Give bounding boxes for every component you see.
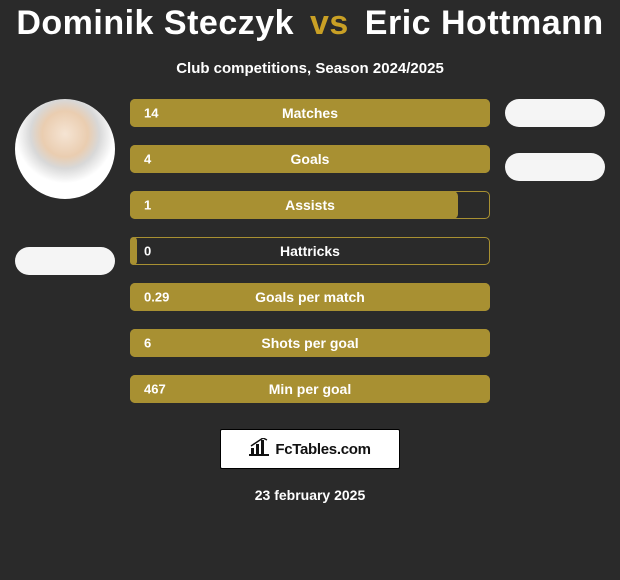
stat-value-left: 467	[144, 382, 166, 397]
stat-value-left: 14	[144, 106, 158, 121]
main-row: 14 Matches 4 Goals 1 Assists 0 Hattricks	[0, 99, 620, 403]
stat-value-left: 4	[144, 152, 151, 167]
stats-bars: 14 Matches 4 Goals 1 Assists 0 Hattricks	[130, 99, 490, 403]
date-label: 23 february 2025	[255, 487, 366, 503]
right-column	[500, 99, 610, 181]
comparison-card: Dominik Steczyk vs Eric Hottmann Club co…	[0, 0, 620, 580]
stat-row-matches: 14 Matches	[130, 99, 490, 127]
stat-label: Matches	[282, 105, 338, 121]
stat-row-mpg: 467 Min per goal	[130, 375, 490, 403]
stat-row-goals: 4 Goals	[130, 145, 490, 173]
stat-label: Goals	[291, 151, 330, 167]
stat-row-assists: 1 Assists	[130, 191, 490, 219]
stat-label: Min per goal	[269, 381, 351, 397]
stat-label: Assists	[285, 197, 335, 213]
site-badge[interactable]: FcTables.com	[220, 429, 400, 469]
page-title: Dominik Steczyk vs Eric Hottmann	[16, 5, 603, 42]
player1-name: Dominik Steczyk	[16, 4, 294, 42]
stat-value-left: 0	[144, 244, 151, 259]
stat-label: Shots per goal	[261, 335, 358, 351]
player2-pill-2	[505, 153, 605, 181]
stat-value-left: 6	[144, 336, 151, 351]
player2-name: Eric Hottmann	[365, 4, 604, 42]
left-column	[10, 99, 120, 275]
stat-row-gpm: 0.29 Goals per match	[130, 283, 490, 311]
chart-icon	[249, 438, 269, 461]
player1-avatar	[15, 99, 115, 199]
stat-row-spg: 6 Shots per goal	[130, 329, 490, 357]
vs-label: vs	[310, 4, 349, 42]
subtitle: Club competitions, Season 2024/2025	[176, 60, 444, 77]
stat-label: Hattricks	[280, 243, 340, 259]
stat-row-hattricks: 0 Hattricks	[130, 237, 490, 265]
stat-label: Goals per match	[255, 289, 365, 305]
site-name: FcTables.com	[275, 441, 370, 458]
stat-value-left: 1	[144, 198, 151, 213]
player1-club-pill	[15, 247, 115, 275]
stat-fill	[130, 237, 137, 265]
player2-pill-1	[505, 99, 605, 127]
stat-value-left: 0.29	[144, 290, 169, 305]
